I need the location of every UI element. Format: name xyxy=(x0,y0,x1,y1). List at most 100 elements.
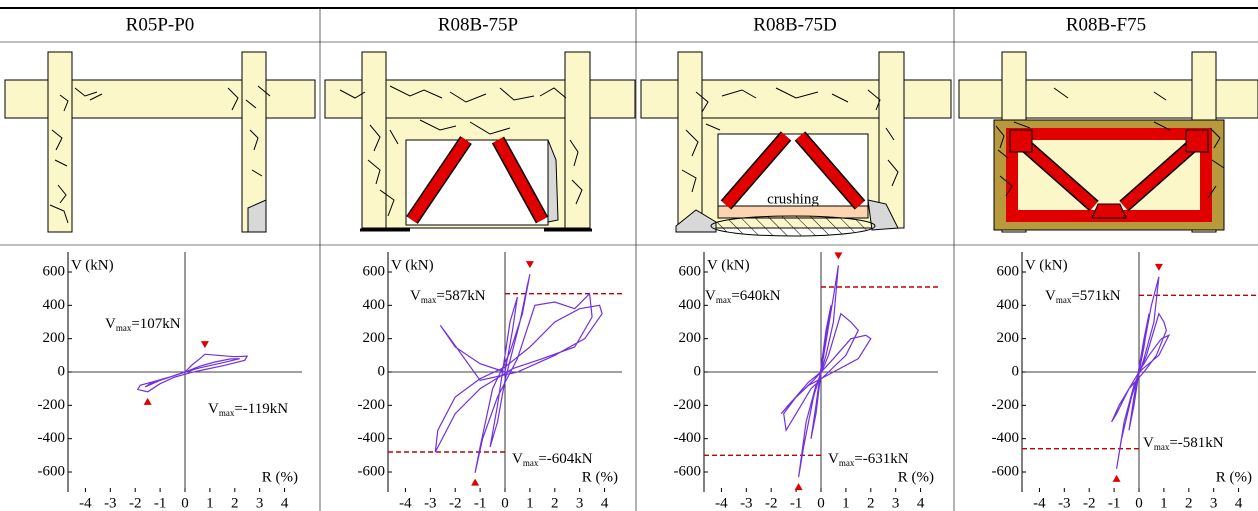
y-tick-label: -200 xyxy=(358,397,386,413)
vmax-symbol: V xyxy=(105,316,116,332)
x-tick-label: 1 xyxy=(206,495,214,511)
specimen-diagram xyxy=(959,52,1258,232)
x-axis-label: R (%) xyxy=(898,469,934,485)
y-tick-label: -200 xyxy=(674,397,702,413)
x-tick-label: 1 xyxy=(842,495,850,511)
x-tick-label: 2 xyxy=(1185,495,1193,511)
vmax-value: =107kN xyxy=(131,316,180,332)
y-tick-label: 400 xyxy=(997,297,1020,313)
y-tick-label: -600 xyxy=(358,463,386,479)
peak-marker xyxy=(1113,475,1121,482)
y-axis-label: V (kN) xyxy=(1025,257,1068,273)
vmax-value: =587kN xyxy=(436,288,485,304)
peak-marker xyxy=(144,398,152,405)
annotation: crushing xyxy=(767,191,819,207)
vmax-symbol: V xyxy=(208,401,219,417)
y-axis-label: V (kN) xyxy=(707,257,750,273)
vmax-value: =-604kN xyxy=(538,451,592,467)
x-tick-label: -1 xyxy=(1108,495,1121,511)
y-axis-label: V (kN) xyxy=(71,257,114,273)
vmax-subscript: max xyxy=(219,408,235,418)
y-tick-label: 600 xyxy=(997,263,1020,279)
peak-marker xyxy=(471,479,479,486)
x-tick-label: -1 xyxy=(790,495,803,511)
x-tick-label: 0 xyxy=(1135,495,1143,511)
peak-marker xyxy=(1155,264,1163,271)
x-tick-label: -1 xyxy=(154,495,167,511)
x-tick-label: -4 xyxy=(79,495,92,511)
y-axis-label: V (kN) xyxy=(391,257,434,273)
vmax-subscript: max xyxy=(1056,295,1072,305)
column xyxy=(678,52,702,228)
gusset xyxy=(1010,130,1032,152)
vmax-subscript: max xyxy=(421,295,437,305)
y-tick-label: -400 xyxy=(38,430,66,446)
x-axis-label: R (%) xyxy=(262,469,298,485)
vmax-symbol: V xyxy=(1143,435,1154,451)
x-tick-label: -2 xyxy=(449,495,462,511)
vmax-label: Vmax=-119kN xyxy=(208,401,288,418)
vmax-subscript: max xyxy=(116,323,132,333)
column xyxy=(362,52,386,228)
vmax-subscript: max xyxy=(716,295,732,305)
y-tick-label: -200 xyxy=(992,397,1020,413)
column-header: R05P-P0 xyxy=(126,14,195,35)
vmax-value: =571kN xyxy=(1071,288,1120,304)
y-tick-label: -400 xyxy=(358,430,386,446)
x-tick-label: 3 xyxy=(576,495,584,511)
vmax-value: =-581kN xyxy=(1169,435,1223,451)
y-tick-label: -600 xyxy=(674,463,702,479)
y-tick-label: -400 xyxy=(674,430,702,446)
y-tick-label: 600 xyxy=(363,263,386,279)
vmax-value: =640kN xyxy=(731,288,780,304)
y-tick-label: 0 xyxy=(378,363,386,379)
column xyxy=(879,52,904,228)
vmax-subscript: max xyxy=(1154,442,1170,452)
y-tick-label: 200 xyxy=(43,330,66,346)
specimen-diagram xyxy=(5,52,315,232)
vmax-symbol: V xyxy=(705,288,716,304)
x-tick-label: 3 xyxy=(1210,495,1218,511)
vmax-label: Vmax=107kN xyxy=(105,316,181,333)
peak-marker xyxy=(834,252,842,259)
vmax-label: Vmax=640kN xyxy=(705,288,781,305)
y-tick-label: -200 xyxy=(38,397,66,413)
x-tick-label: 4 xyxy=(601,495,609,511)
y-tick-label: 600 xyxy=(679,263,702,279)
hysteresis-curve xyxy=(138,354,248,392)
x-tick-label: -4 xyxy=(399,495,412,511)
x-tick-label: -4 xyxy=(715,495,728,511)
x-tick-label: -3 xyxy=(740,495,753,511)
figure: R05P-P0 R08B-75P R08B-75D R08B-F75 xyxy=(0,0,1258,511)
x-tick-label: 0 xyxy=(817,495,825,511)
vmax-label: Vmax=571kN xyxy=(1045,288,1121,305)
vmax-subscript: max xyxy=(839,458,855,468)
vmax-symbol: V xyxy=(410,288,421,304)
vmax-label: Vmax=587kN xyxy=(410,288,486,305)
x-tick-label: 3 xyxy=(256,495,264,511)
x-tick-label: -3 xyxy=(424,495,437,511)
y-tick-label: 0 xyxy=(694,363,702,379)
x-tick-label: 1 xyxy=(526,495,534,511)
x-tick-label: -2 xyxy=(765,495,778,511)
peak-marker xyxy=(795,483,803,490)
specimen-diagram xyxy=(325,52,635,230)
column-header: R08B-75P xyxy=(438,14,518,35)
x-tick-label: 3 xyxy=(892,495,900,511)
y-tick-label: 0 xyxy=(58,363,66,379)
x-tick-label: 4 xyxy=(1235,495,1243,511)
vmax-value: =-119kN xyxy=(234,401,288,417)
column-header: R08B-F75 xyxy=(1066,14,1146,35)
x-tick-label: 4 xyxy=(281,495,289,511)
specimen-diagram: crushing xyxy=(641,52,951,236)
vmax-label: Vmax=-581kN xyxy=(1143,435,1224,452)
x-tick-label: 4 xyxy=(917,495,925,511)
peak-marker xyxy=(526,261,534,268)
y-tick-label: 200 xyxy=(363,330,386,346)
y-tick-label: 0 xyxy=(1012,363,1020,379)
x-tick-label: -3 xyxy=(1058,495,1071,511)
hysteresis-curve xyxy=(781,265,871,477)
x-tick-label: -2 xyxy=(129,495,142,511)
x-axis-label: R (%) xyxy=(1216,469,1252,485)
y-tick-label: -600 xyxy=(38,463,66,479)
